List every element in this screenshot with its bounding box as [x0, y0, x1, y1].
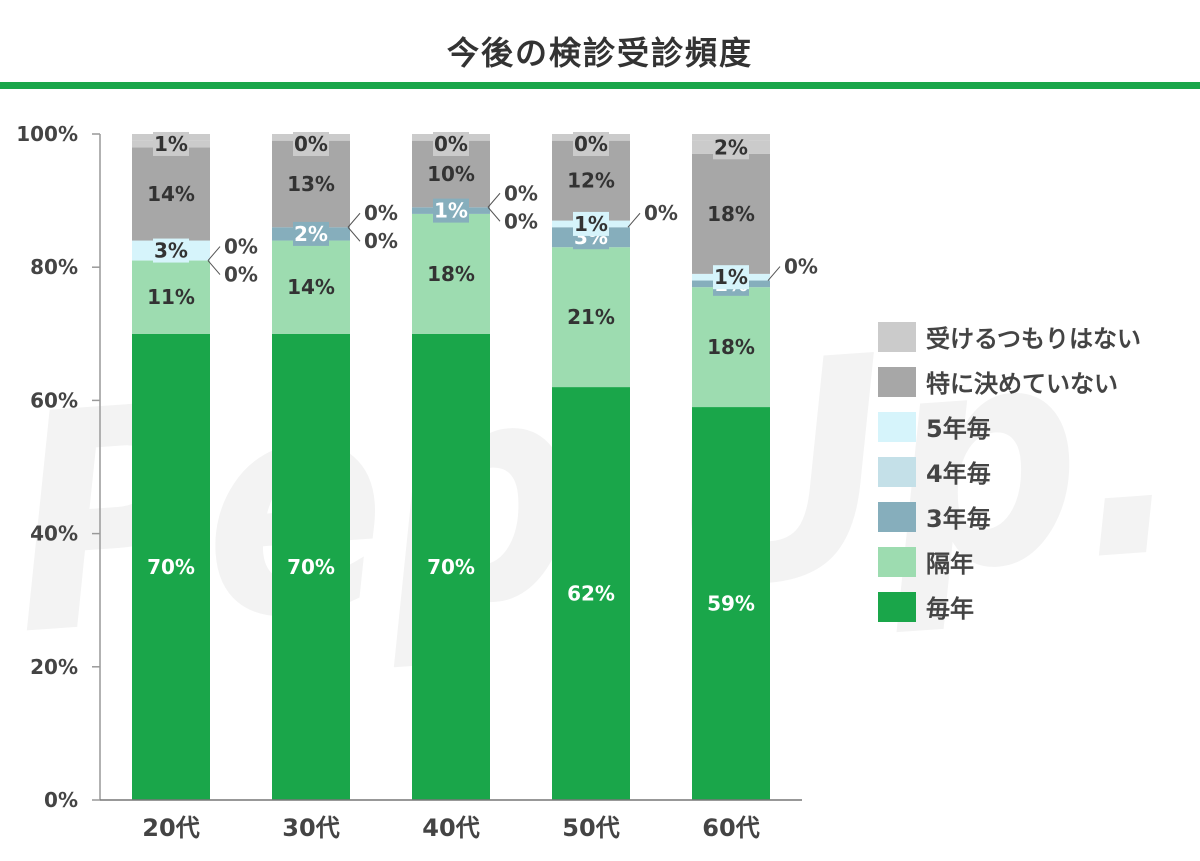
bar-segment: [692, 153, 770, 274]
data-label: 70%: [287, 555, 335, 579]
bar-segment: [552, 387, 630, 800]
data-label: 70%: [427, 555, 475, 579]
data-label: 59%: [707, 592, 755, 616]
legend-swatch: [878, 592, 916, 622]
bar-segment: [412, 333, 490, 800]
data-label-leader: [347, 226, 361, 242]
x-tick-label: 20代: [142, 814, 199, 842]
data-label: 0%: [504, 181, 538, 205]
y-tick-label: 20%: [30, 655, 78, 679]
legend-label: 受けるつもりはない: [926, 325, 1141, 353]
y-axis: 0% 20% 40% 60% 80% 100%: [16, 122, 101, 812]
data-label: 1%: [714, 265, 748, 289]
data-label-leader: [487, 206, 501, 222]
legend-label: 5年毎: [926, 415, 991, 443]
data-label-leader: [207, 260, 221, 275]
data-label: 0%: [644, 201, 678, 225]
x-tick-label: 30代: [282, 814, 339, 842]
x-axis: 20代 30代 40代 50代 60代: [100, 799, 802, 842]
data-label-leader: [627, 212, 641, 228]
data-labels: 70% 11% 3% 14% 1% 0% 0% 70% 14% 2% 13% 0% 0% 0% 70% 18%…: [147, 131, 818, 616]
data-label-leader: [347, 212, 361, 228]
legend-label: 毎年: [926, 595, 974, 623]
data-label-box: [433, 132, 469, 156]
title-divider: [0, 82, 1200, 89]
data-label: 18%: [427, 262, 475, 286]
data-label: 0%: [784, 255, 818, 279]
bar-segment: [272, 240, 350, 334]
data-label: 2%: [294, 222, 328, 246]
data-label: 0%: [504, 209, 538, 233]
data-label: 12%: [567, 169, 615, 193]
data-label: 0%: [364, 201, 398, 225]
data-label-box: [573, 211, 609, 236]
data-label: 70%: [147, 555, 195, 579]
data-label: 10%: [427, 162, 475, 186]
bar-segment: [552, 247, 630, 388]
data-label-box: [153, 131, 189, 156]
legend-swatch: [878, 322, 916, 352]
data-label: 14%: [287, 275, 335, 299]
y-tick-label: 100%: [16, 122, 78, 146]
legend-label: 3年毎: [926, 505, 991, 533]
data-label-box: [573, 132, 609, 156]
data-label-box: [713, 135, 749, 160]
data-label-box: [293, 221, 329, 246]
bar-segment: [692, 287, 770, 408]
data-label: 0%: [224, 235, 258, 259]
data-label: 3%: [154, 239, 188, 263]
y-tick-label: 60%: [30, 388, 78, 412]
data-label: 0%: [364, 229, 398, 253]
legend-swatch: [878, 457, 916, 487]
data-label: 0%: [574, 132, 608, 156]
data-label-box: [293, 132, 329, 156]
data-label-box: [433, 198, 469, 223]
legend-swatch: [878, 367, 916, 397]
data-label: 0%: [434, 132, 468, 156]
data-label: 18%: [707, 202, 755, 226]
legend-swatch: [878, 547, 916, 577]
chart-title: 今後の検診受診頻度: [446, 34, 753, 72]
data-label: 0%: [294, 132, 328, 156]
legend-label: 特に決めていない: [926, 370, 1118, 398]
data-label: 13%: [287, 172, 335, 196]
data-label: 1%: [574, 212, 608, 236]
legend-swatch: [878, 502, 916, 532]
bar-segment: [272, 333, 350, 800]
data-label: 0%: [224, 263, 258, 287]
data-label: 14%: [147, 182, 195, 206]
data-label: 62%: [567, 582, 615, 606]
bar-segment: [132, 333, 210, 800]
bar-segment: [132, 260, 210, 334]
data-label: 21%: [567, 305, 615, 329]
data-label-box: [153, 238, 189, 263]
x-tick-label: 40代: [422, 814, 479, 842]
bar-segment: [412, 213, 490, 334]
legend-label: 4年毎: [926, 460, 991, 488]
y-tick-label: 40%: [30, 522, 78, 546]
data-label-leader: [487, 192, 501, 208]
x-tick-label: 50代: [562, 814, 619, 842]
data-label: 18%: [707, 335, 755, 359]
data-label: 2%: [714, 135, 748, 159]
bar-segment: [692, 407, 770, 800]
data-label-leader: [767, 266, 781, 281]
legend-label: 隔年: [926, 550, 974, 578]
y-tick-label: 0%: [44, 788, 78, 812]
y-tick-label: 80%: [30, 255, 78, 279]
x-tick-label: 60代: [702, 814, 759, 842]
legend-swatch: [878, 412, 916, 442]
data-label: 11%: [147, 285, 195, 309]
data-label-box: [713, 265, 749, 290]
data-label-leader: [207, 246, 221, 261]
data-label: 1%: [154, 132, 188, 156]
bar-segment: [132, 147, 210, 241]
data-label: 1%: [434, 199, 468, 223]
